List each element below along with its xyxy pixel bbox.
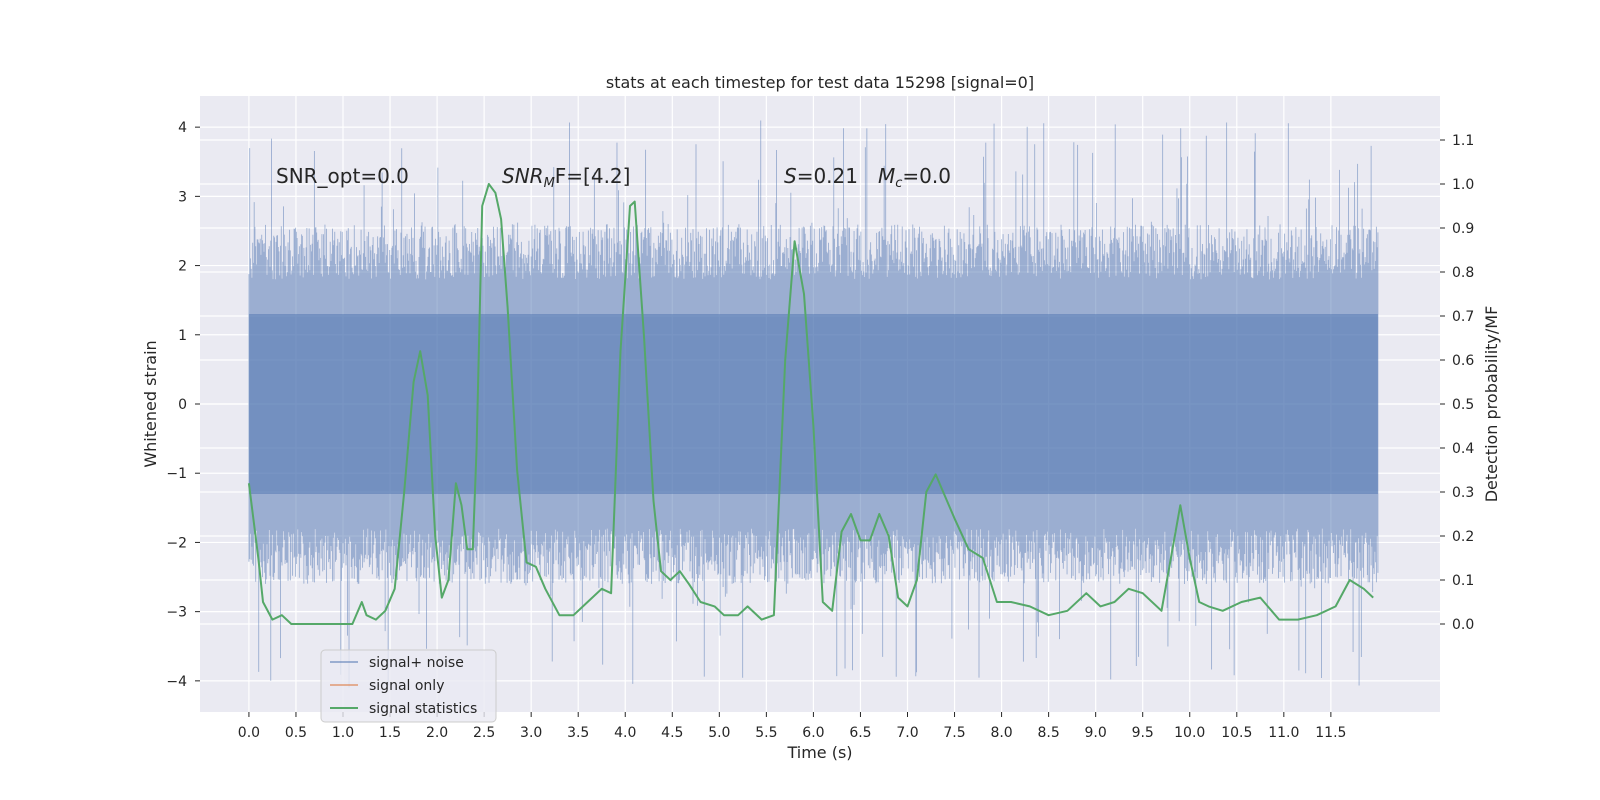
y-right-tick-labels: 1.1 1.0 0.9 0.8 0.7 0.6 0.5 0.4 0.3 0.2 0.1 0.0 <box>1440 133 1474 633</box>
y-right-tick-label: 0.5 <box>1452 397 1474 413</box>
y-right-tick-label: 0.2 <box>1452 529 1474 545</box>
x-tick-label: 5.0 <box>708 725 730 741</box>
noise-bars <box>248 120 1379 688</box>
series-signal-statistics <box>247 183 1374 625</box>
annotation-snr-opt: SNR_opt=0.0 <box>276 164 409 188</box>
y-right-tick-label: 1.1 <box>1452 133 1474 149</box>
y-tick-label: −3 <box>166 605 187 621</box>
y-right-axis-label: Detection probability/MF <box>1482 306 1501 503</box>
annotation-snr-mf: SNRMF=[4.2] <box>502 164 630 191</box>
legend: signal+ noise signal only signal statist… <box>320 649 497 723</box>
y-tick-label: −2 <box>166 535 187 551</box>
x-tick-label: 4.0 <box>614 725 636 741</box>
series-signal-noise <box>248 120 1379 688</box>
x-tick-label: 9.5 <box>1132 725 1154 741</box>
x-tick-label: 9.0 <box>1085 725 1107 741</box>
y-right-tick-label: 0.3 <box>1452 485 1474 501</box>
legend-box <box>320 649 497 723</box>
chart-title: stats at each timestep for test data 152… <box>606 73 1034 92</box>
signal-statistics-line <box>247 183 1374 625</box>
y-right-tick-label: 0.7 <box>1452 309 1474 325</box>
y-tick-label: −4 <box>166 674 187 690</box>
x-axis-label: Time (s) <box>786 743 852 762</box>
y-right-tick-label: 0.0 <box>1452 617 1474 633</box>
x-tick-label: 6.5 <box>849 725 871 741</box>
annotation-s: S=0.21 <box>784 164 858 188</box>
y-right-tick-label: 0.8 <box>1452 265 1474 281</box>
x-tick-labels: 0.0 0.5 1.0 1.5 2.0 2.5 3.0 3.5 4.0 4.5 5.0 5.5 6.0 6… <box>238 712 1346 741</box>
y-tick-label: 3 <box>178 189 187 205</box>
x-tick-label: 3.0 <box>520 725 542 741</box>
y-right-tick-label: 0.4 <box>1452 441 1474 457</box>
y-axis-label: Whitened strain <box>141 340 160 467</box>
x-tick-label: 8.0 <box>990 725 1012 741</box>
y-right-tick-label: 0.6 <box>1452 353 1474 369</box>
x-tick-label: 7.5 <box>943 725 965 741</box>
x-tick-label: 11.0 <box>1268 725 1299 741</box>
x-tick-label: 6.0 <box>802 725 824 741</box>
x-tick-label: 8.5 <box>1037 725 1059 741</box>
y-tick-labels: 4 3 2 1 0 −1 −2 −3 −4 <box>166 120 200 690</box>
y-tick-label: 1 <box>178 328 187 344</box>
legend-label-signal-noise: signal+ noise <box>369 655 464 671</box>
x-tick-label: 10.5 <box>1221 725 1252 741</box>
x-tick-label: 1.5 <box>379 725 401 741</box>
x-tick-label: 5.5 <box>755 725 777 741</box>
y-tick-label: 0 <box>178 397 187 413</box>
x-tick-label: 2.0 <box>426 725 448 741</box>
legend-label-signal-statistics: signal statistics <box>369 701 477 717</box>
x-tick-label: 4.5 <box>661 725 683 741</box>
annotation-mc: Mc=0.0 <box>878 164 951 191</box>
x-tick-label: 0.0 <box>238 725 260 741</box>
x-tick-label: 7.0 <box>896 725 918 741</box>
y-right-tick-label: 0.1 <box>1452 573 1474 589</box>
y-right-tick-label: 0.9 <box>1452 221 1474 237</box>
x-tick-label: 0.5 <box>285 725 307 741</box>
y-right-tick-label: 1.0 <box>1452 177 1474 193</box>
x-tick-label: 2.5 <box>473 725 495 741</box>
x-tick-label: 11.5 <box>1315 725 1346 741</box>
x-tick-label: 1.0 <box>332 725 354 741</box>
y-tick-label: −1 <box>166 466 187 482</box>
y-tick-label: 4 <box>178 120 187 136</box>
y-tick-label: 2 <box>178 259 187 275</box>
legend-label-signal-only: signal only <box>369 678 444 694</box>
x-tick-label: 3.5 <box>567 725 589 741</box>
x-tick-label: 10.0 <box>1174 725 1205 741</box>
